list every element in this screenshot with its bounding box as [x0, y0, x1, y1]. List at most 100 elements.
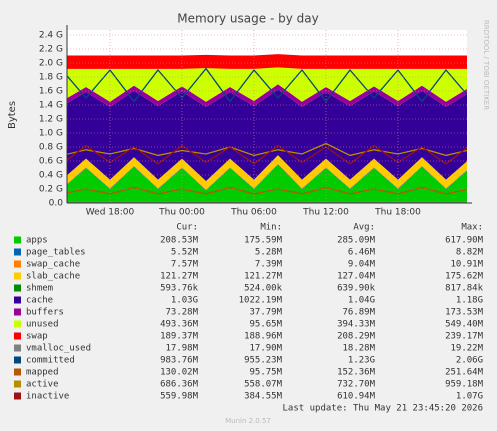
area-series — [67, 84, 467, 107]
legend-stat: 208.29M — [337, 332, 376, 342]
chart-title: Memory usage - by day — [177, 12, 318, 26]
x-tick-label: Thu 00:00 — [158, 208, 205, 218]
y-tick-label: 2.0 G — [39, 59, 63, 69]
legend-stat: 18.28M — [342, 344, 375, 354]
legend-stat: 173.53M — [445, 308, 484, 318]
legend-label: cache — [26, 296, 53, 306]
legend-stat: 175.62M — [445, 272, 484, 282]
legend-stat: 983.76M — [160, 356, 199, 366]
legend-stat: 732.70M — [337, 380, 376, 390]
legend-swatch — [14, 260, 21, 268]
legend-stat: 73.28M — [165, 308, 198, 318]
legend-stat: 1.03G — [171, 296, 198, 306]
legend-stat: 593.76k — [160, 284, 199, 294]
legend-stat: 686.36M — [160, 380, 199, 390]
legend-stat: 8.82M — [456, 248, 484, 258]
legend-stat: 549.40M — [445, 320, 484, 330]
legend-stat: 817.84k — [445, 284, 484, 294]
legend-stat: 493.36M — [160, 320, 199, 330]
legend-stat: 208.53M — [160, 236, 199, 246]
legend-stat: 95.75M — [249, 368, 282, 378]
legend-swatch — [14, 344, 21, 352]
legend-stat: 394.33M — [337, 320, 376, 330]
y-tick-label: 1.6 G — [39, 87, 63, 97]
legend-header: Cur: — [176, 223, 198, 233]
legend-stat: 559.98M — [160, 392, 199, 402]
legend-label: slab_cache — [26, 272, 80, 282]
legend-stat: 17.98M — [165, 344, 198, 354]
legend-label: active — [26, 380, 59, 390]
legend-label: shmem — [26, 284, 53, 294]
x-tick-label: Thu 18:00 — [374, 208, 421, 218]
legend-stat: 121.27M — [160, 272, 199, 282]
legend-stat: 2.06G — [456, 356, 483, 366]
y-tick-label: 1.4 G — [39, 101, 63, 111]
legend-stat: 188.96M — [244, 332, 283, 342]
legend-stat: 9.04M — [348, 260, 376, 270]
legend-stat: 130.02M — [160, 368, 199, 378]
legend-stat: 955.23M — [244, 356, 283, 366]
last-update: Last update: Thu May 21 23:45:20 2026 — [283, 404, 483, 414]
legend-stat: 6.46M — [348, 248, 376, 258]
legend-stat: 7.57M — [171, 260, 199, 270]
legend-header: Max: — [461, 223, 483, 233]
legend-stat: 5.52M — [171, 248, 199, 258]
legend-stat: 239.17M — [445, 332, 484, 342]
legend-stat: 37.79M — [249, 308, 282, 318]
area-series — [67, 155, 467, 190]
legend-label: vmalloc_used — [26, 344, 91, 354]
legend-label: swap_cache — [26, 260, 80, 270]
legend-swatch — [14, 272, 21, 280]
y-tick-label: 1.2 G — [39, 115, 63, 125]
y-tick-label: 1.8 G — [39, 73, 63, 83]
legend-stat: 558.07M — [244, 380, 283, 390]
legend-stat: 639.90k — [337, 284, 376, 294]
legend-stat: 95.65M — [249, 320, 282, 330]
line-series — [67, 144, 467, 165]
y-tick-label: 0.6 G — [39, 157, 63, 167]
legend-label: apps — [26, 236, 48, 246]
legend-swatch — [14, 236, 21, 244]
y-tick-label: 2.2 G — [39, 45, 63, 55]
legend-stat: 152.36M — [337, 368, 376, 378]
line-series — [67, 186, 467, 195]
legend-stat: 127.04M — [337, 272, 376, 282]
legend-stat: 1022.19M — [239, 296, 283, 306]
version: Munin 2.0.57 — [225, 417, 271, 425]
y-tick-label: 0.2 G — [39, 185, 63, 195]
legend-header: Min: — [260, 223, 282, 233]
y-axis-label: Bytes — [7, 101, 18, 129]
legend-stat: 19.22M — [450, 344, 483, 354]
y-tick-label: 0.8 G — [39, 143, 63, 153]
legend-swatch — [14, 356, 21, 364]
legend-label: committed — [26, 356, 75, 366]
y-tick-label: 1.0 G — [39, 129, 63, 139]
plot — [67, 54, 467, 203]
legend-label: page_tables — [26, 248, 86, 258]
legend-swatch — [14, 248, 21, 256]
area-series — [67, 54, 467, 69]
legend-stat: 384.55M — [244, 392, 283, 402]
legend-stat: 17.90M — [249, 344, 282, 354]
legend-stat: 1.04G — [348, 296, 375, 306]
legend-stat: 5.28M — [255, 248, 283, 258]
legend-stat: 251.64M — [445, 368, 484, 378]
legend-stat: 10.91M — [450, 260, 483, 270]
legend-stat: 189.37M — [160, 332, 199, 342]
legend-stat: 610.94M — [337, 392, 376, 402]
legend-stat: 76.89M — [342, 308, 375, 318]
legend-swatch — [14, 320, 21, 328]
legend-stat: 121.27M — [244, 272, 283, 282]
legend-stat: 959.18M — [445, 380, 484, 390]
legend-stat: 285.09M — [337, 236, 376, 246]
legend-swatch — [14, 296, 21, 304]
line-series — [67, 67, 467, 103]
legend-stat: 1.18G — [456, 296, 483, 306]
legend-label: buffers — [26, 308, 64, 318]
legend-swatch — [14, 392, 21, 400]
legend-label: swap — [26, 332, 48, 342]
area-series — [67, 89, 467, 182]
legend-stat: 1.07G — [456, 392, 483, 402]
legend-stat: 7.39M — [255, 260, 283, 270]
